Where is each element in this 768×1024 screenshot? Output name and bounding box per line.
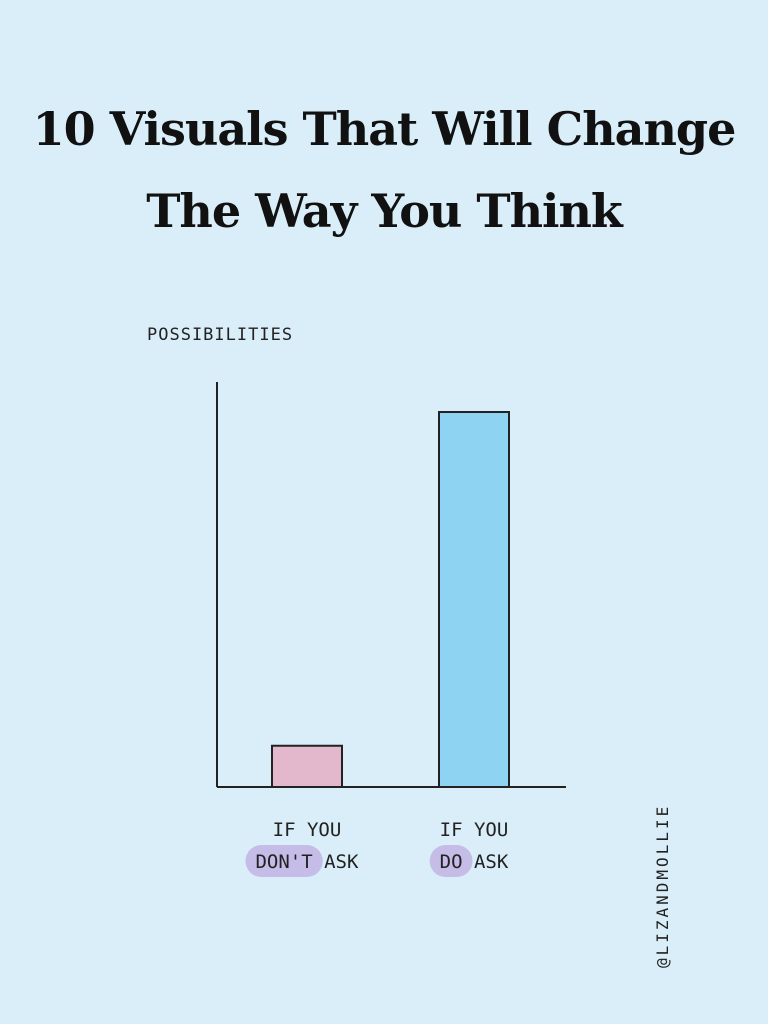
category-highlight-word-0: DON'T <box>255 851 312 873</box>
highlight-pill-1 <box>429 845 473 877</box>
category-label-line1-0: IF YOU <box>273 819 342 841</box>
category-label-line2-0: DON'T ASK <box>255 851 359 873</box>
category-label-line1-1: IF YOU <box>440 819 509 841</box>
page-title: 10 Visuals That Will Change The Way You … <box>0 88 768 252</box>
credit-handle: @LIZANDMOLLIE <box>653 804 672 968</box>
category-labels: IF YOU DON'T ASK IF YOU DO ASK <box>245 819 509 877</box>
bars-group <box>271 411 510 788</box>
category-highlight-word-1: DO <box>440 851 463 873</box>
category-rest-word-0: ASK <box>313 851 359 873</box>
category-label-line2-1: DO ASK <box>440 851 509 873</box>
highlight-pill-0 <box>245 845 323 877</box>
title-line-2: The Way You Think <box>146 184 623 238</box>
title-line-1: 10 Visuals That Will Change <box>32 102 737 156</box>
category-rest-word-1: ASK <box>463 851 509 873</box>
bar-0 <box>271 744 343 788</box>
bar-1 <box>438 411 510 788</box>
y-axis-title: POSSIBILITIES <box>147 325 293 345</box>
